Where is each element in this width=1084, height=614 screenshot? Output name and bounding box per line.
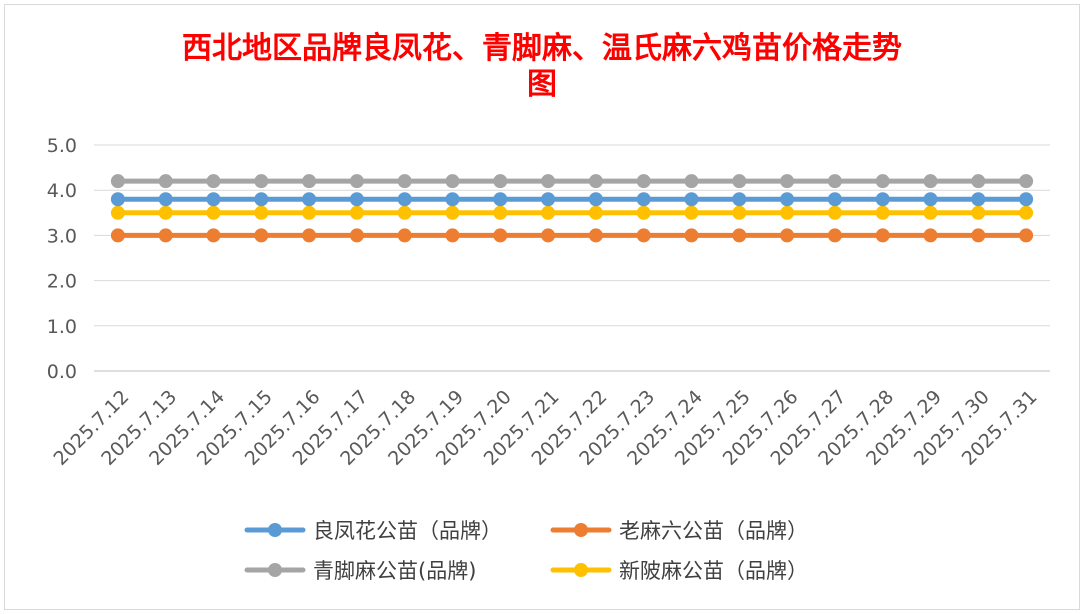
series-2-point-0 (110, 174, 125, 189)
series-3-point-12 (684, 205, 699, 220)
series-0-point-17 (923, 192, 938, 207)
series-1-point-1 (158, 228, 173, 243)
series-2-point-16 (875, 174, 890, 189)
legend-label-2: 青脚麻公苗(品牌) (313, 559, 476, 583)
series-3-point-11 (636, 205, 651, 220)
chart-title-line-1: 西北地区品牌良凤花、青脚麻、温氏麻六鸡苗价格走势 (182, 31, 902, 66)
series-0-point-12 (684, 192, 699, 207)
series-2-point-9 (541, 174, 556, 189)
series-3-point-6 (397, 205, 412, 220)
series-3-point-13 (732, 205, 747, 220)
series-3-point-14 (780, 205, 795, 220)
series-3-point-7 (445, 205, 460, 220)
series-0-point-2 (206, 192, 221, 207)
series-3-point-5 (349, 205, 364, 220)
series-2-point-12 (684, 174, 699, 189)
series-1-point-6 (397, 228, 412, 243)
series-0-point-0 (110, 192, 125, 207)
series-1-point-11 (636, 228, 651, 243)
legend-label-0: 良凤花公苗（品牌） (313, 519, 502, 543)
series-2-point-4 (302, 174, 317, 189)
series-2-point-8 (493, 174, 508, 189)
series-3-point-18 (971, 205, 986, 220)
series-0-point-9 (541, 192, 556, 207)
series-0-point-1 (158, 192, 173, 207)
series-3-point-8 (493, 205, 508, 220)
series-2-point-1 (158, 174, 173, 189)
series-0-point-16 (875, 192, 890, 207)
series-0-point-13 (732, 192, 747, 207)
series-2-point-18 (971, 174, 986, 189)
series-2-point-11 (636, 174, 651, 189)
series-2-point-17 (923, 174, 938, 189)
series-3-point-19 (1019, 205, 1034, 220)
series-0-point-10 (588, 192, 603, 207)
series-2-point-3 (254, 174, 269, 189)
series-1-point-4 (302, 228, 317, 243)
y-tick-label-5: 5.0 (47, 135, 77, 157)
chart-frame (4, 4, 1080, 610)
series-1-point-2 (206, 228, 221, 243)
y-tick-label-3: 3.0 (47, 225, 77, 247)
series-2-point-6 (397, 174, 412, 189)
series-2-point-14 (780, 174, 795, 189)
series-3-point-15 (827, 205, 842, 220)
series-1-point-18 (971, 228, 986, 243)
series-1-point-17 (923, 228, 938, 243)
legend-swatch-marker-0 (268, 523, 282, 537)
legend-swatch-marker-2 (268, 563, 282, 577)
series-0-point-6 (397, 192, 412, 207)
series-3-point-2 (206, 205, 221, 220)
y-tick-label-2: 2.0 (47, 271, 77, 293)
series-3-point-10 (588, 205, 603, 220)
series-0-point-4 (302, 192, 317, 207)
series-1-point-9 (541, 228, 556, 243)
legend-label-1: 老麻六公苗（品牌） (619, 519, 808, 543)
series-2-point-19 (1019, 174, 1034, 189)
series-1-point-14 (780, 228, 795, 243)
series-1-point-10 (588, 228, 603, 243)
series-1-point-15 (827, 228, 842, 243)
series-2-point-5 (349, 174, 364, 189)
series-2-point-15 (827, 174, 842, 189)
series-1-point-8 (493, 228, 508, 243)
series-1-point-19 (1019, 228, 1034, 243)
series-1-point-0 (110, 228, 125, 243)
series-3-point-9 (541, 205, 556, 220)
series-3-point-16 (875, 205, 890, 220)
series-0-point-18 (971, 192, 986, 207)
series-0-point-19 (1019, 192, 1034, 207)
series-3-point-4 (302, 205, 317, 220)
series-1-point-5 (349, 228, 364, 243)
series-1-point-12 (684, 228, 699, 243)
chart-title-line-2: 图 (527, 67, 557, 102)
series-3-point-1 (158, 205, 173, 220)
legend-swatch-marker-3 (574, 563, 588, 577)
legend-label-3: 新陂麻公苗（品牌） (619, 559, 808, 583)
series-0-point-15 (827, 192, 842, 207)
y-tick-label-0: 0.0 (47, 361, 77, 383)
series-3-point-0 (110, 205, 125, 220)
series-1-point-16 (875, 228, 890, 243)
series-0-point-5 (349, 192, 364, 207)
series-2-point-10 (588, 174, 603, 189)
series-0-point-8 (493, 192, 508, 207)
y-tick-label-4: 4.0 (47, 180, 77, 202)
y-tick-label-1: 1.0 (47, 316, 77, 338)
series-2-point-7 (445, 174, 460, 189)
series-3-point-3 (254, 205, 269, 220)
series-0-point-3 (254, 192, 269, 207)
series-0-point-11 (636, 192, 651, 207)
series-0-point-7 (445, 192, 460, 207)
chart-title: 西北地区品牌良凤花、青脚麻、温氏麻六鸡苗价格走势 图 (182, 31, 902, 102)
series-1-point-3 (254, 228, 269, 243)
series-3-point-17 (923, 205, 938, 220)
series-2-point-13 (732, 174, 747, 189)
series-2-point-2 (206, 174, 221, 189)
legend-swatch-marker-1 (574, 523, 588, 537)
series-0-point-14 (780, 192, 795, 207)
series-1-point-13 (732, 228, 747, 243)
series-1-point-7 (445, 228, 460, 243)
